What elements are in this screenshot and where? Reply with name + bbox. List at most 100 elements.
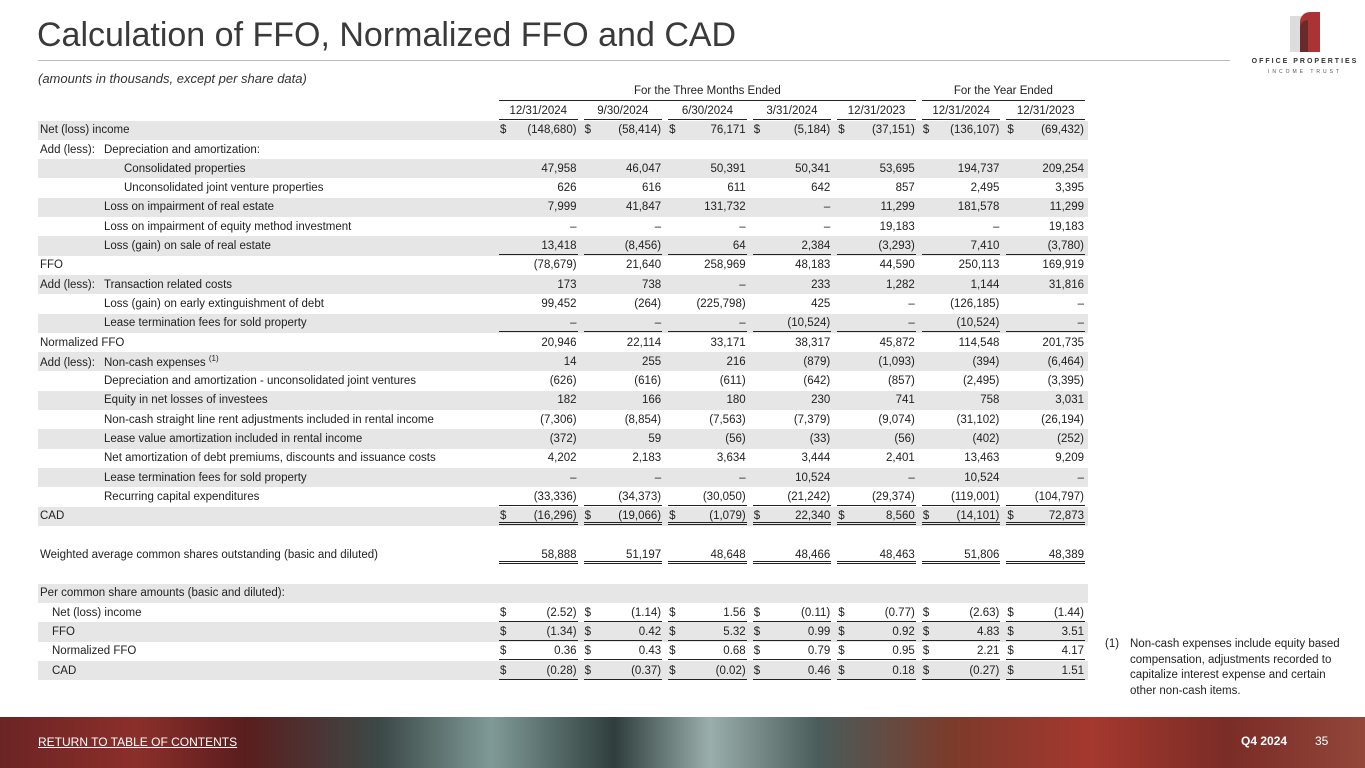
dollar-sign: $ — [922, 664, 930, 677]
dollar-sign: $ — [669, 625, 676, 638]
value-cell: 611 — [668, 179, 747, 197]
value: (394) — [972, 355, 1000, 368]
value: 738 — [641, 278, 662, 291]
value-cell: 99,452 — [499, 295, 578, 313]
value: (34,373) — [618, 490, 662, 503]
value: (5,184) — [793, 124, 831, 137]
table-row: Add (less): Depreciation and amortization… — [38, 140, 1088, 159]
value-cell: (7,306) — [499, 411, 578, 429]
value: 4.17 — [1061, 645, 1084, 658]
value: 64 — [732, 240, 746, 253]
dollar-sign: $ — [669, 606, 676, 619]
table-row: Normalized FFO 20,946 22,114 33,171 38,317 45… — [38, 333, 1088, 352]
value-cell: $0.79 — [752, 642, 832, 661]
value-cell: $0.18 — [837, 662, 916, 680]
value-cell: (56) — [668, 430, 747, 448]
dollar-sign: $ — [500, 510, 507, 523]
value: 181,578 — [957, 201, 1000, 214]
value-cell: – — [584, 218, 663, 236]
value: (879) — [803, 355, 831, 368]
value: 22,340 — [795, 510, 831, 523]
value-cell: (7,563) — [668, 411, 747, 429]
value: 642 — [811, 182, 831, 195]
value: (626) — [549, 375, 577, 388]
value: 0.99 — [807, 625, 831, 638]
dollar-sign: $ — [838, 664, 845, 677]
value: (3,293) — [878, 240, 915, 253]
value-cell: (372) — [499, 430, 578, 448]
value: – — [823, 220, 831, 233]
logo-name: OFFICE PROPERTIES — [1251, 58, 1359, 65]
value: 10,524 — [964, 471, 1000, 484]
value-cell: 14 — [499, 353, 578, 371]
value-cell: – — [499, 314, 578, 333]
value: 758 — [980, 394, 1000, 407]
value: 255 — [641, 355, 662, 368]
value: 47,958 — [541, 162, 577, 175]
value: (0.37) — [631, 664, 662, 677]
value: (10,524) — [956, 317, 1000, 330]
dollar-sign: $ — [500, 606, 507, 619]
value-cell: 2,401 — [837, 449, 916, 467]
value: 48,466 — [795, 548, 831, 561]
dollar-sign: $ — [838, 625, 845, 638]
row-prefix: Add (less): — [40, 143, 95, 156]
dollar-sign: $ — [1007, 664, 1014, 677]
value-cell: (26,194) — [1006, 411, 1085, 429]
value: 169,919 — [1042, 259, 1084, 272]
row-label: Loss on impairment of real estate — [104, 201, 275, 214]
dollar-sign: $ — [922, 625, 930, 638]
value-cell: 10,524 — [753, 469, 832, 487]
value-cell: 19,183 — [837, 218, 916, 236]
value-cell: 131,732 — [668, 198, 747, 216]
value-cell: $ (0.11) — [752, 604, 832, 622]
value: (37,151) — [871, 124, 915, 137]
value-cell: 48,389 — [1006, 546, 1085, 564]
value: 22,114 — [626, 336, 662, 349]
value-cell: 47,958 — [499, 160, 578, 178]
value: 209,254 — [1042, 162, 1084, 175]
dollar-sign: $ — [584, 645, 591, 658]
value-cell: 233 — [753, 276, 832, 294]
value: 3,634 — [716, 452, 746, 465]
row-label: Loss (gain) on early extinguishment of d… — [104, 297, 324, 310]
value-cell: 10,524 — [922, 469, 1001, 487]
value: – — [654, 471, 662, 484]
row-label: Loss (gain) on sale of real estate — [104, 240, 271, 253]
value-cell: (6,464) — [1006, 353, 1085, 371]
row-label: Net (loss) income — [40, 124, 130, 137]
row-label: Equity in net losses of investees — [104, 394, 268, 407]
table-row: Consolidated properties 47,958 46,047 50,39… — [38, 159, 1088, 179]
value: 51,806 — [964, 548, 1000, 561]
value-cell: $ (2.63) — [921, 604, 1001, 622]
return-to-toc-link[interactable]: RETURN TO TABLE OF CONTENTS — [38, 735, 238, 749]
value-cell: $ (2.52) — [499, 604, 578, 622]
value-cell: 33,171 — [668, 334, 747, 352]
value: 11,299 — [1049, 201, 1084, 214]
value: 44,590 — [879, 259, 915, 272]
value-cell: 3,634 — [668, 449, 747, 467]
dollar-sign: $ — [669, 664, 676, 677]
value-cell: $8,560 — [837, 507, 916, 526]
value-cell: 230 — [753, 391, 832, 409]
value-cell: (2,495) — [922, 372, 1001, 390]
value-cell: (9,074) — [837, 411, 916, 429]
value-cell: 758 — [922, 391, 1001, 409]
value-cell: 616 — [584, 179, 663, 197]
value-cell: $0.95 — [837, 642, 916, 661]
value: (7,306) — [540, 413, 577, 426]
company-logo: OFFICE PROPERTIES INCOME TRUST — [1250, 12, 1360, 75]
dollar-sign: $ — [753, 645, 761, 658]
table-row: Net amortization of debt premiums, disco… — [38, 449, 1088, 468]
value: 173 — [557, 278, 577, 291]
value: (225,798) — [696, 297, 746, 310]
value: (7,563) — [709, 413, 746, 426]
value-cell: 11,299 — [837, 198, 916, 216]
column-header: 9/30/2024 — [583, 102, 663, 120]
value-cell: $ (19,066) — [583, 507, 663, 526]
value-cell: $0.99 — [752, 623, 832, 641]
value-cell: $0.42 — [583, 623, 663, 641]
row-prefix: Add (less): — [40, 278, 95, 291]
value-cell: (34,373) — [583, 488, 663, 506]
dollar-sign: $ — [1007, 510, 1014, 523]
